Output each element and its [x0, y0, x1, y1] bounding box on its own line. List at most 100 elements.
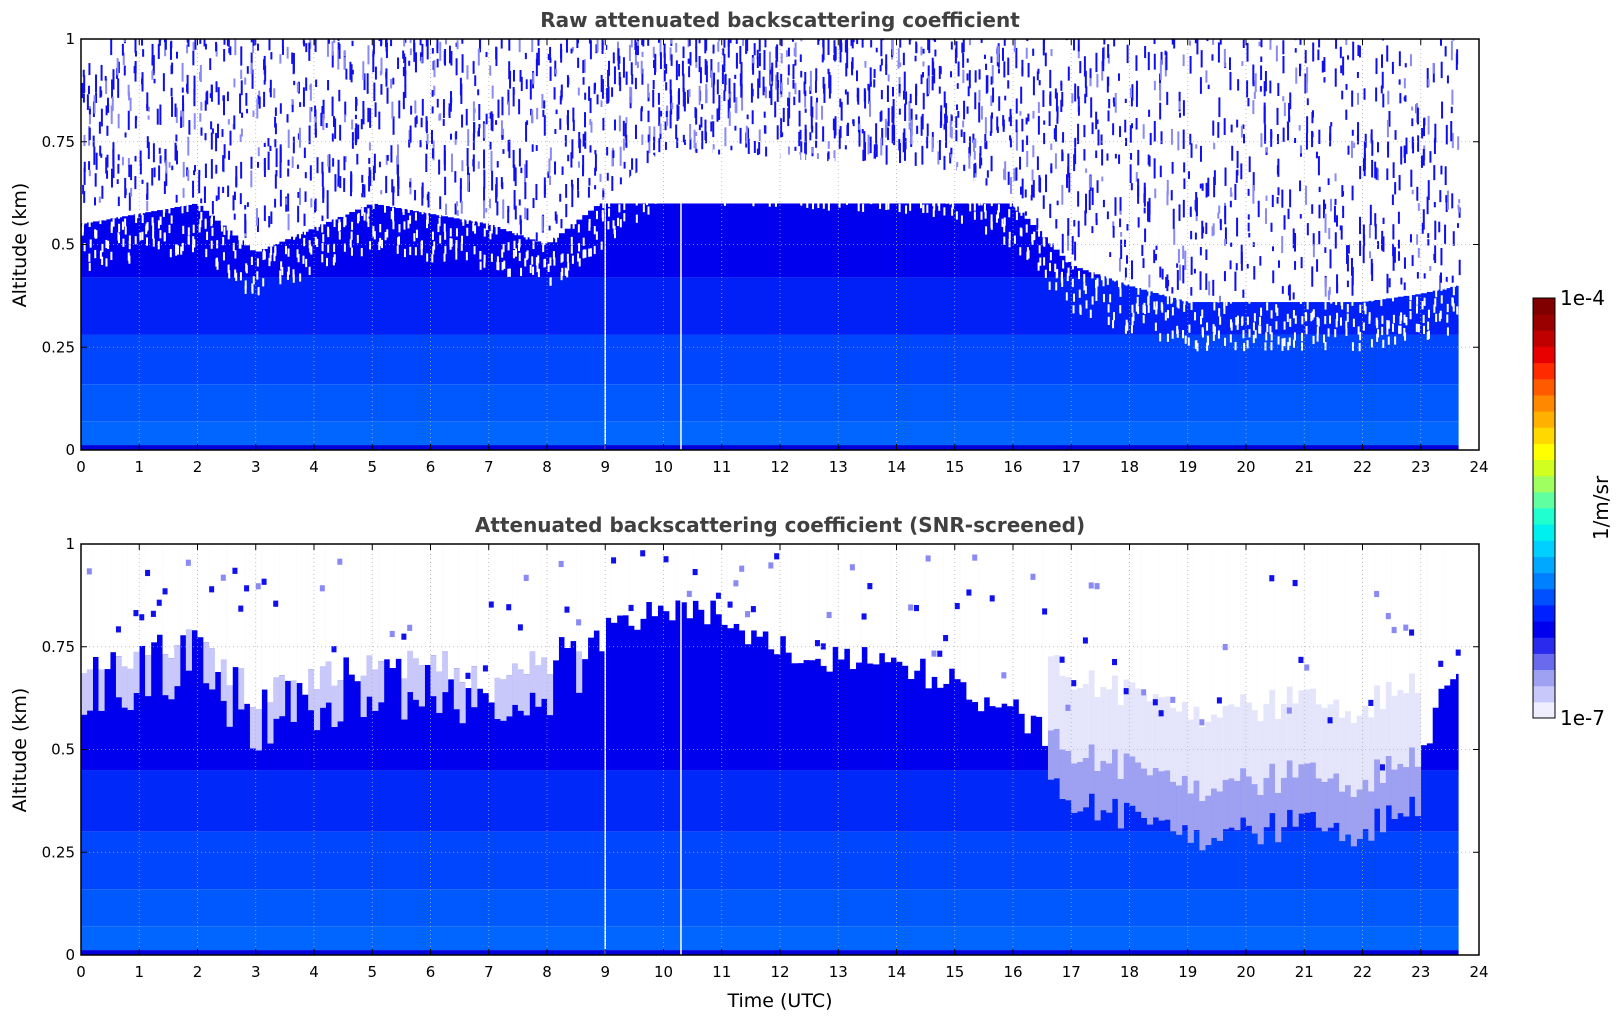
- raw-noise-speckle: [1130, 153, 1133, 160]
- raw-noise-speckle: [880, 58, 883, 66]
- raw-noise-speckle: [934, 49, 937, 57]
- raw-noise-speckle: [193, 165, 196, 172]
- raw-noise-speckle: [496, 161, 499, 168]
- raw-noise-speckle: [619, 219, 622, 228]
- raw-noise-speckle: [465, 108, 468, 126]
- raw-noise-speckle: [256, 98, 259, 119]
- raw-noise-speckle: [771, 62, 774, 82]
- raw-noise-speckle: [880, 137, 883, 156]
- raw-noise-speckle: [421, 43, 424, 64]
- raw-noise-speckle: [309, 165, 312, 181]
- raw-noise-speckle: [292, 274, 295, 283]
- screened-faint-layer: [203, 642, 210, 684]
- raw-noise-speckle: [1411, 118, 1414, 127]
- screened-faint-layer: [273, 677, 280, 719]
- raw-noise-speckle: [1019, 156, 1022, 170]
- raw-noise-speckle: [491, 85, 494, 99]
- raw-noise-speckle: [1038, 245, 1041, 254]
- raw-noise-speckle: [797, 177, 800, 186]
- screened-faint-layer: [401, 678, 408, 720]
- raw-noise-speckle: [485, 208, 488, 213]
- raw-noise-speckle: [567, 154, 570, 162]
- raw-noise-speckle: [229, 46, 232, 56]
- raw-noise-speckle: [1294, 48, 1297, 53]
- screened-clear-column: [261, 544, 268, 690]
- raw-noise-column: [535, 39, 542, 242]
- screened-clear-column: [1339, 544, 1346, 792]
- raw-noise-speckle: [1166, 333, 1169, 342]
- raw-noise-speckle: [566, 269, 569, 278]
- raw-noise-speckle: [1042, 90, 1045, 107]
- raw-noise-speckle: [1362, 224, 1365, 241]
- raw-noise-speckle: [1037, 68, 1040, 74]
- raw-noise-speckle: [1259, 316, 1262, 326]
- raw-noise-speckle: [1114, 153, 1117, 159]
- raw-noise-speckle: [535, 145, 538, 151]
- raw-noise-speckle: [606, 147, 609, 156]
- raw-noise-speckle: [928, 179, 931, 188]
- raw-noise-speckle: [433, 85, 436, 96]
- raw-noise-speckle: [1427, 180, 1430, 201]
- raw-noise-speckle: [1294, 261, 1297, 270]
- raw-noise-speckle: [1451, 89, 1454, 105]
- screened-faint-layer: [453, 668, 460, 710]
- raw-noise-speckle: [1153, 80, 1156, 91]
- raw-noise-speckle: [758, 129, 761, 142]
- screened-faint-layer: [145, 655, 152, 697]
- raw-noise-speckle: [234, 269, 237, 278]
- raw-noise-speckle: [1219, 316, 1222, 325]
- raw-noise-speckle: [821, 157, 824, 167]
- raw-noise-column: [1327, 39, 1334, 303]
- raw-noise-speckle: [1334, 198, 1337, 205]
- raw-noise-speckle: [1265, 195, 1268, 201]
- raw-noise-speckle: [957, 61, 960, 77]
- raw-noise-speckle: [577, 161, 580, 168]
- raw-noise-speckle: [449, 238, 452, 247]
- raw-noise-speckle: [1073, 154, 1076, 172]
- raw-noise-speckle: [402, 50, 405, 59]
- raw-noise-column: [832, 39, 839, 163]
- raw-noise-speckle: [928, 39, 931, 54]
- raw-noise-speckle: [442, 99, 445, 118]
- raw-noise-speckle: [1213, 326, 1216, 335]
- raw-noise-speckle: [1450, 40, 1453, 61]
- screened-clear-column: [331, 544, 338, 686]
- raw-noise-speckle: [275, 170, 278, 177]
- raw-noise-speckle: [372, 39, 375, 47]
- raw-noise-speckle: [104, 212, 107, 221]
- raw-noise-speckle: [751, 178, 754, 187]
- raw-noise-speckle: [296, 82, 299, 93]
- raw-noise-column: [966, 39, 973, 179]
- raw-noise-speckle: [1131, 304, 1134, 313]
- screened-faint-layer: [1065, 677, 1072, 752]
- raw-noise-column: [1042, 39, 1049, 238]
- raw-noise-speckle: [1078, 289, 1081, 298]
- screened-faint-layer: [1146, 775, 1154, 825]
- screened-speckle: [966, 589, 972, 596]
- raw-noise-speckle: [771, 192, 774, 201]
- raw-noise-speckle: [1193, 268, 1196, 274]
- raw-noise-speckle: [1161, 268, 1164, 280]
- raw-noise-speckle: [938, 173, 941, 182]
- raw-noise-speckle: [246, 108, 249, 114]
- raw-noise-speckle: [1100, 134, 1103, 145]
- raw-noise-speckle: [1171, 39, 1174, 45]
- screened-x-tick-label: 8: [542, 963, 552, 981]
- raw-noise-speckle: [142, 49, 145, 57]
- raw-noise-speckle: [799, 129, 802, 140]
- screened-speckle: [849, 564, 855, 571]
- raw-noise-speckle: [456, 40, 459, 50]
- raw-noise-speckle: [280, 261, 283, 270]
- raw-noise-speckle: [1083, 56, 1086, 77]
- raw-noise-speckle: [1112, 97, 1115, 103]
- raw-noise-speckle: [474, 75, 477, 87]
- raw-noise-speckle: [793, 96, 796, 106]
- raw-x-tick-label: 20: [1236, 458, 1255, 476]
- raw-noise-speckle: [1223, 271, 1226, 282]
- raw-noise-speckle: [1258, 41, 1261, 47]
- raw-noise-speckle: [962, 69, 965, 84]
- raw-noise-speckle: [756, 56, 759, 68]
- raw-noise-speckle: [1159, 83, 1162, 101]
- raw-noise-speckle: [583, 59, 586, 73]
